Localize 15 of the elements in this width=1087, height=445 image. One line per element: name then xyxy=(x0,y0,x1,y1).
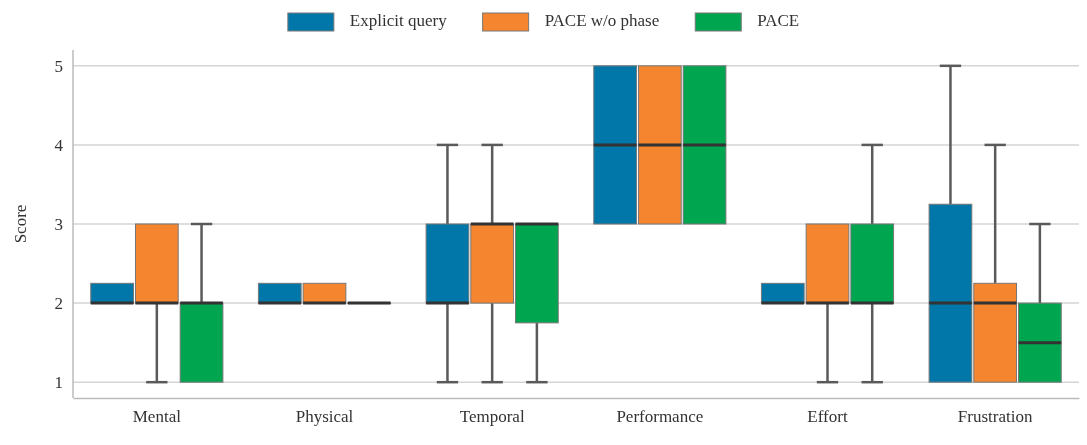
x-tick-label: Physical xyxy=(295,407,354,427)
x-tick-label: Mental xyxy=(132,407,182,427)
legend-label: PACE xyxy=(757,11,800,30)
legend-label: PACE w/o phase xyxy=(544,11,660,30)
y-tick-label: 5 xyxy=(54,56,63,76)
y-tick-label: 2 xyxy=(54,294,63,314)
legend-label: Explicit query xyxy=(349,11,448,30)
x-tick-label: Frustration xyxy=(957,407,1033,427)
y-tick-label: 1 xyxy=(54,373,63,393)
x-tick-label: Temporal xyxy=(459,407,525,427)
y-tick-label: 4 xyxy=(54,135,64,155)
x-tick-label: Performance xyxy=(616,407,704,427)
y-tick-label: 3 xyxy=(54,214,63,234)
x-tick-label: Effort xyxy=(807,407,848,427)
y-axis-title: Score xyxy=(11,204,30,244)
